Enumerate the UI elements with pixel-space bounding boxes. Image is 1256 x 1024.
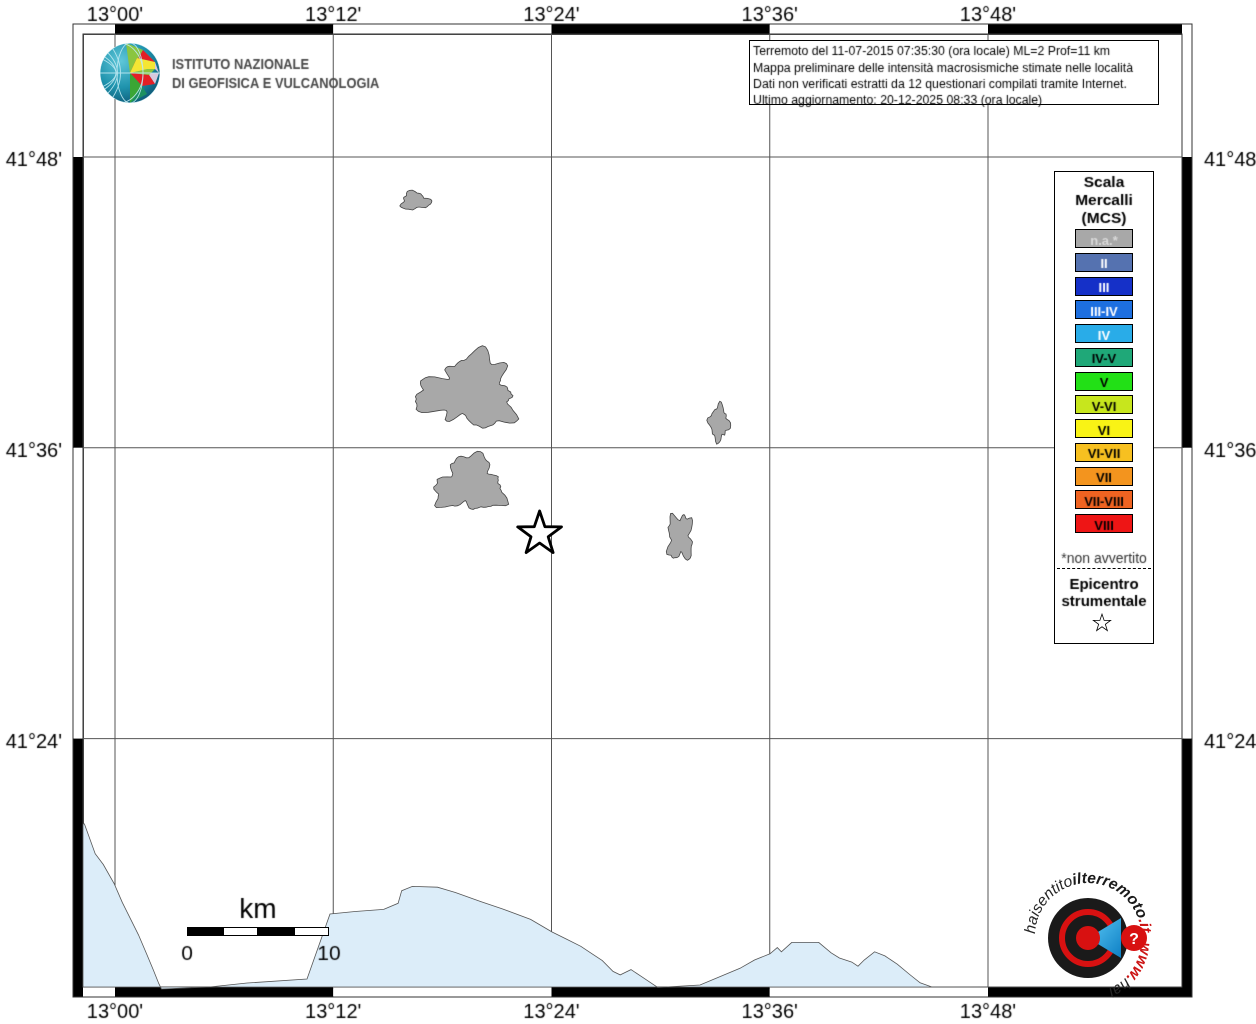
svg-text:?: ? <box>1129 931 1139 948</box>
